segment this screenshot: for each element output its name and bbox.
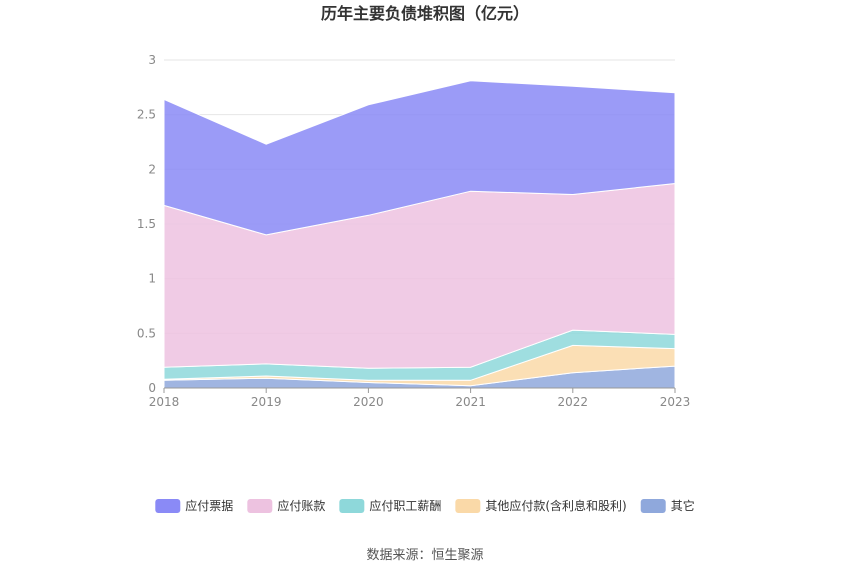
legend-label: 其它 <box>671 498 695 513</box>
legend-swatch <box>455 499 481 513</box>
legend-label: 应付票据 <box>185 498 233 513</box>
x-tick-label: 2020 <box>353 395 384 409</box>
y-tick-label: 1 <box>148 272 156 286</box>
legend-swatch <box>155 499 181 513</box>
legend-item[interactable]: 应付账款 <box>247 498 325 513</box>
legend-swatch <box>339 499 365 513</box>
legend-item[interactable]: 其他应付款(含利息和股利) <box>455 498 627 513</box>
legend-swatch <box>247 499 273 513</box>
x-tick-label: 2023 <box>660 395 691 409</box>
x-tick-label: 2018 <box>149 395 180 409</box>
legend-items: 应付票据 应付账款 应付职工薪酬 其他应付款(含利息和股利) 其它 <box>155 498 695 513</box>
legend-label: 应付职工薪酬 <box>369 498 441 513</box>
x-tick-label: 2019 <box>251 395 282 409</box>
data-source: 数据来源：恒生聚源 <box>366 548 483 563</box>
y-tick-label: 3 <box>148 53 156 67</box>
legend-label: 应付账款 <box>277 498 325 513</box>
area-series-4 <box>163 80 676 236</box>
x-tick-label: 2022 <box>558 395 589 409</box>
legend-item[interactable]: 应付票据 <box>155 498 233 513</box>
legend-item[interactable]: 应付职工薪酬 <box>339 498 441 513</box>
legend-swatch <box>640 499 666 513</box>
axes: 0 0.5 1 1.5 2 2.5 3 2018 2019 2020 2021 2022 2023 <box>137 53 690 409</box>
y-tick-label: 0.5 <box>137 326 156 340</box>
y-tick-label: 1.5 <box>137 217 156 231</box>
legend: 应付票据 应付账款 应付职工薪酬 其他应付款(含利息和股利) 其它 <box>155 498 695 513</box>
legend-item[interactable]: 其它 <box>640 498 695 513</box>
x-tick-label: 2021 <box>455 395 486 409</box>
legend-label: 其他应付款(含利息和股利) <box>485 498 626 513</box>
y-tick-label: 2 <box>148 162 156 176</box>
chart-title: 历年主要负债堆积图（亿元） <box>321 4 529 23</box>
y-tick-label: 0 <box>148 381 156 395</box>
series-areas <box>163 80 676 389</box>
y-tick-label: 2.5 <box>137 108 156 122</box>
